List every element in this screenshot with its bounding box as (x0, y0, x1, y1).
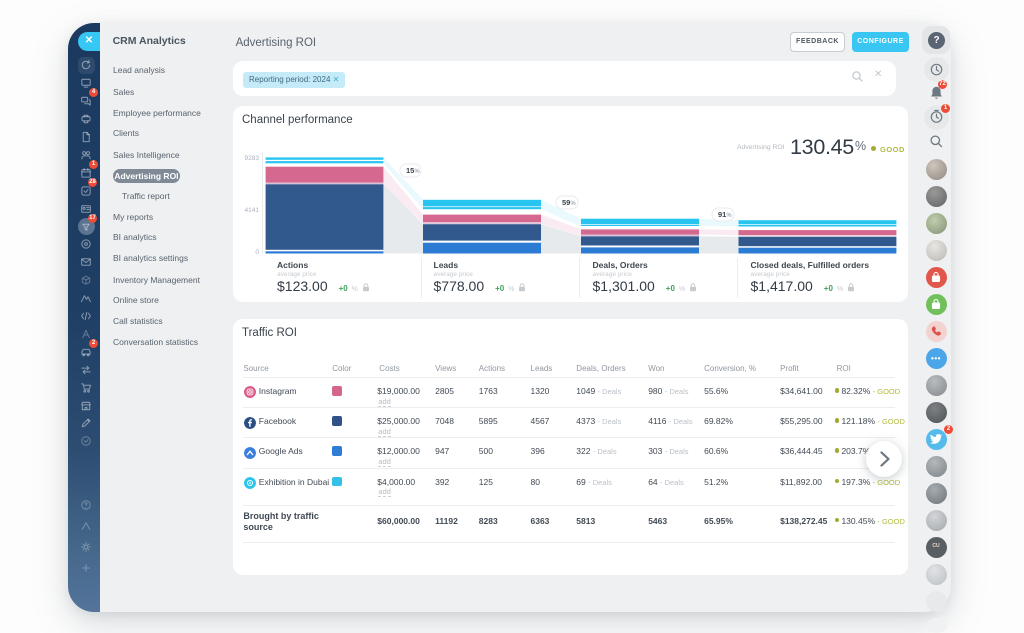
svg-text:9283: 9283 (245, 155, 260, 162)
svg-text:4141: 4141 (245, 207, 260, 214)
svg-text:59%: 59% (562, 198, 576, 207)
svg-text:91%: 91% (718, 210, 732, 219)
svg-text:0: 0 (255, 249, 259, 256)
svg-text:15%: 15% (406, 166, 420, 175)
